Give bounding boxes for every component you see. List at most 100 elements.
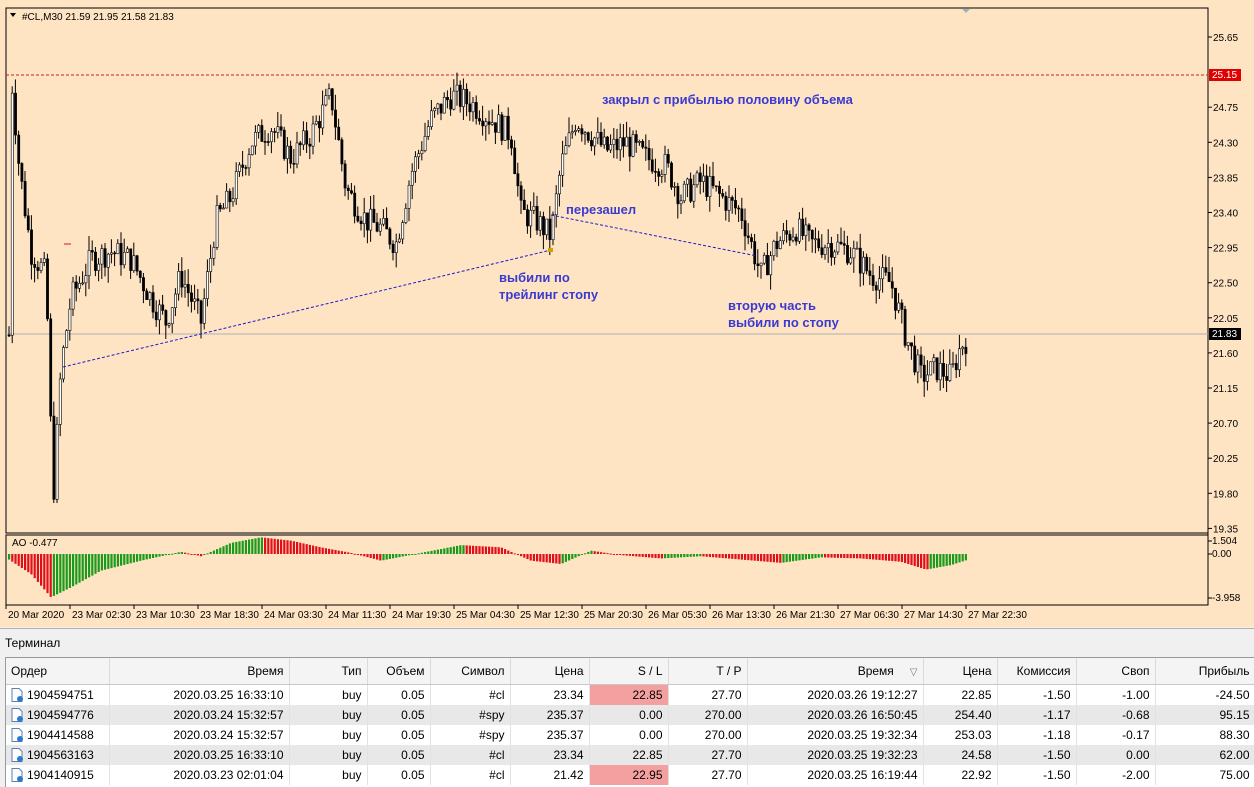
cell-sl: 0.00 (589, 725, 669, 745)
trade-line-2 (550, 214, 758, 257)
main-plot-frame (5, 7, 1209, 534)
level-price-label-bg (1209, 69, 1241, 81)
time-tick-label: 25 Mar 12:30 (520, 610, 579, 621)
cell-profit: 75.00 (1155, 765, 1254, 785)
cell-tp: 270.00 (668, 705, 748, 725)
col-close-price[interactable]: Цена (923, 658, 998, 685)
time-tick-label: 24 Mar 11:30 (328, 610, 387, 621)
close-marker (548, 248, 553, 252)
terminal-orders-table[interactable]: Ордер Время Тип Объем Символ Цена S / L … (5, 657, 1254, 787)
cell-open-time: 2020.03.24 15:32:57 (109, 705, 290, 725)
price-chart[interactable]: #CL,M30 21.59 21.95 21.58 21.83 закрыл с… (0, 0, 1254, 627)
time-tick-label: 26 Mar 21:30 (776, 610, 835, 621)
col-price[interactable]: Цена (510, 658, 590, 685)
table-row[interactable]: 1904140915 2020.03.23 02:01:04 buy 0.05 #cl 2… (6, 765, 1254, 785)
cell-type: buy (289, 705, 368, 725)
time-tick-label: 26 Mar 13:30 (712, 610, 771, 621)
cell-type: buy (289, 684, 368, 705)
annotation-reentered: перезашел (566, 202, 636, 217)
order-document-icon (11, 728, 23, 742)
table-row[interactable]: 1904594751 2020.03.25 16:33:10 buy 0.05 #cl 2… (6, 684, 1254, 705)
time-tick-label: 26 Mar 05:30 (648, 610, 707, 621)
cell-symbol: #spy (430, 705, 511, 725)
cell-order: 1904594776 (6, 705, 110, 725)
cell-close-time: 2020.03.25 19:32:23 (747, 745, 924, 765)
cell-profit: 88.30 (1155, 725, 1254, 745)
price-tick-label: 24.30 (1213, 138, 1238, 149)
cell-profit: 62.00 (1155, 745, 1254, 765)
table-row[interactable]: 1904414588 2020.03.24 15:32:57 buy 0.05 #spy… (6, 725, 1254, 745)
cell-type: buy (289, 765, 368, 785)
col-close-time[interactable]: Время ▽ (747, 658, 924, 685)
candlesticks (7, 72, 968, 504)
cell-commission: -1.50 (997, 745, 1077, 765)
time-axis: 20 Mar 2020 23 Mar 02:30 23 Mar 10:30 23 Ma… (5, 605, 1027, 621)
order-document-icon (11, 768, 23, 782)
price-tick-label: 24.75 (1213, 103, 1238, 114)
cell-profit: -24.50 (1155, 684, 1254, 705)
col-close-time-label: Время (857, 664, 894, 678)
cell-swap: -0.17 (1076, 725, 1156, 745)
cell-price: 235.37 (510, 725, 590, 745)
cell-volume: 0.05 (367, 684, 431, 705)
collapse-triangle-icon[interactable] (10, 13, 16, 17)
time-tick-label: 24 Mar 03:30 (264, 610, 323, 621)
order-id: 1904140915 (27, 768, 94, 782)
cell-commission: -1.50 (997, 684, 1077, 705)
cell-symbol: #cl (430, 684, 511, 705)
cell-close-time: 2020.03.25 19:32:34 (747, 725, 924, 745)
price-tick-label: 22.95 (1213, 244, 1238, 255)
cell-price: 23.34 (510, 745, 590, 765)
col-sl[interactable]: S / L (589, 658, 669, 685)
cell-price: 23.34 (510, 684, 590, 705)
cell-close-price: 22.85 (923, 684, 998, 705)
col-symbol[interactable]: Символ (430, 658, 511, 685)
col-order[interactable]: Ордер (6, 658, 110, 685)
price-tick-label: 19.80 (1213, 489, 1238, 500)
cell-volume: 0.05 (367, 745, 431, 765)
cell-close-price: 24.58 (923, 745, 998, 765)
cell-tp: 270.00 (668, 725, 748, 745)
price-tick-label: 25.65 (1213, 33, 1238, 44)
order-id: 1904414588 (27, 728, 94, 742)
cell-tp: 27.70 (668, 745, 748, 765)
chart-header: #CL,M30 21.59 21.95 21.58 21.83 (22, 12, 174, 23)
time-tick-label: 27 Mar 14:30 (904, 610, 963, 621)
col-profit[interactable]: Прибыль (1155, 658, 1254, 685)
chart-shift-marker-icon[interactable] (962, 9, 970, 13)
cell-order: 1904563163 (6, 745, 110, 765)
price-tick-label: 21.15 (1213, 384, 1238, 395)
price-tick-label: 22.05 (1213, 314, 1238, 325)
cell-swap: -2.00 (1076, 765, 1156, 785)
annotation-second-part-l2: выбили по стопу (728, 315, 840, 330)
col-volume[interactable]: Объем (367, 658, 431, 685)
time-tick-label: 27 Mar 06:30 (840, 610, 899, 621)
price-tick-label: 23.85 (1213, 173, 1238, 184)
cell-close-price: 254.40 (923, 705, 998, 725)
cell-symbol: #spy (430, 725, 511, 745)
chart-window[interactable]: #CL,M30 21.59 21.95 21.58 21.83 закрыл с… (0, 0, 1254, 627)
table-header: Ордер Время Тип Объем Символ Цена S / L … (6, 658, 1254, 685)
annotation-half-closed: закрыл с прибылью половину объема (602, 92, 854, 107)
order-document-icon (11, 688, 23, 702)
cell-swap: -0.68 (1076, 705, 1156, 725)
order-id: 1904594776 (27, 708, 94, 722)
cell-order: 1904140915 (6, 765, 110, 785)
cell-commission: -1.17 (997, 705, 1077, 725)
col-commission[interactable]: Комиссия (997, 658, 1077, 685)
table-row[interactable]: 1904594776 2020.03.24 15:32:57 buy 0.05 #spy… (6, 705, 1254, 725)
cell-swap: -1.00 (1076, 684, 1156, 705)
ao-header: AO -0.477 (12, 538, 58, 549)
price-tick-label: 21.60 (1213, 349, 1238, 360)
cell-close-price: 253.03 (923, 725, 998, 745)
table-row[interactable]: 1904563163 2020.03.25 16:33:10 buy 0.05 #cl 2… (6, 745, 1254, 765)
cell-price: 21.42 (510, 765, 590, 785)
cell-open-time: 2020.03.24 15:32:57 (109, 725, 290, 745)
cell-sl: 22.95 (589, 765, 669, 785)
col-type[interactable]: Тип (289, 658, 368, 685)
annotation-second-part-l1: вторую часть (728, 298, 816, 313)
col-tp[interactable]: T / P (668, 658, 748, 685)
cell-type: buy (289, 725, 368, 745)
col-open-time[interactable]: Время (109, 658, 290, 685)
col-swap[interactable]: Своп (1076, 658, 1156, 685)
